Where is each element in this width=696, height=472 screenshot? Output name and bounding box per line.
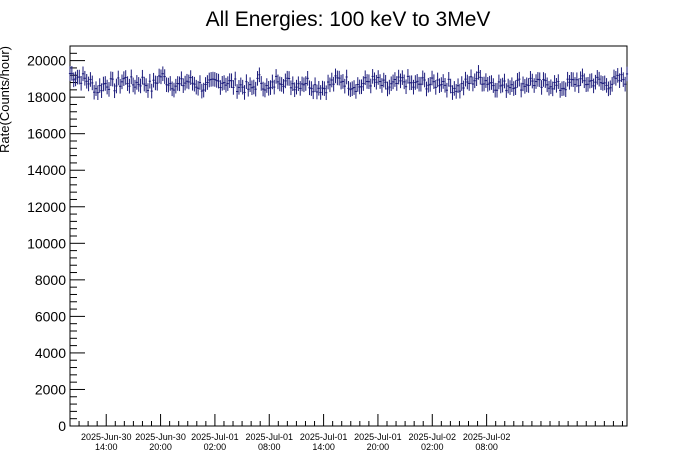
x-tick-label-date: 2025-Jul-01: [245, 432, 293, 442]
x-tick-label-date: 2025-Jun-30: [135, 432, 186, 442]
x-tick-label-time: 14:00: [312, 442, 335, 452]
y-axis-label: Rate(Counts/hour): [0, 46, 12, 153]
x-tick-label-date: 2025-Jul-01: [300, 432, 348, 442]
x-tick-label-time: 08:00: [475, 442, 498, 452]
data-series: [68, 65, 629, 101]
y-tick-label: 4000: [35, 345, 66, 361]
x-tick-label-time: 20:00: [149, 442, 172, 452]
y-tick-label: 6000: [35, 308, 66, 324]
x-tick-label-time: 20:00: [367, 442, 390, 452]
y-tick-label: 18000: [27, 89, 66, 105]
x-tick-label-date: 2025-Jul-01: [191, 432, 239, 442]
y-tick-label: 16000: [27, 126, 66, 142]
y-tick-label: 8000: [35, 272, 66, 288]
chart-title: All Energies: 100 keV to 3MeV: [206, 8, 491, 31]
y-tick-label: 10000: [27, 235, 66, 251]
plot-frame: [69, 45, 628, 427]
y-axis: 0 2000 4000 6000 8000 10000 12000 14000 16000 180…: [27, 45, 85, 434]
y-tick-label: 0: [58, 418, 66, 434]
x-axis: 2025-Jun-3014:002025-Jun-3020:002025-Jul…: [69, 414, 623, 452]
y-tick-label: 20000: [27, 53, 66, 69]
y-tick-label: 2000: [35, 381, 66, 397]
x-tick-label-date: 2025-Jun-30: [81, 432, 132, 442]
x-tick-label-date: 2025-Jul-02: [409, 432, 457, 442]
x-tick-label-time: 02:00: [421, 442, 444, 452]
x-tick-label-date: 2025-Jul-01: [354, 432, 402, 442]
x-tick-label-date: 2025-Jul-02: [463, 432, 511, 442]
x-tick-label-time: 02:00: [204, 442, 227, 452]
y-tick-label: 14000: [27, 162, 66, 178]
x-tick-label-time: 14:00: [95, 442, 118, 452]
y-tick-label: 12000: [27, 199, 66, 215]
x-tick-label-time: 08:00: [258, 442, 281, 452]
